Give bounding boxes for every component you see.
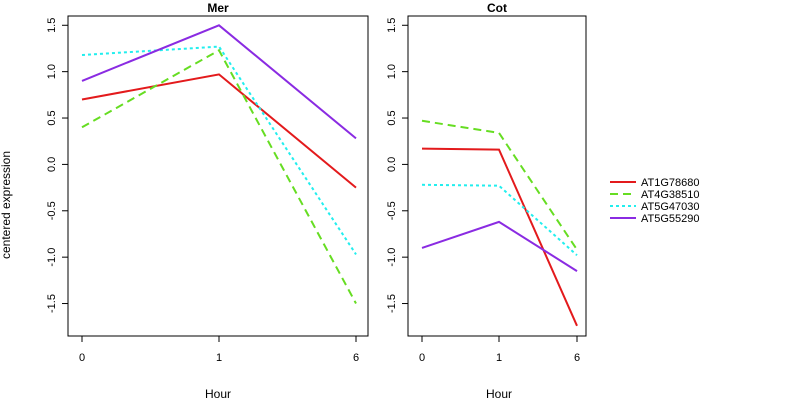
cot-y-tick-label: 0.5 [386, 110, 398, 125]
cot-title: Cot [487, 1, 507, 15]
mer-y-tick-label: 1.0 [46, 64, 58, 79]
legend-label: AT4G38510 [641, 189, 700, 201]
cot-x-tick-label: 1 [496, 352, 502, 364]
panel-cot: Cot Hour -1.5 -1.0 -0.5 0.0 0.5 1.0 1.5 0 1 6 [386, 1, 587, 400]
mer-line-at5g55290 [81, 24, 357, 140]
y-axis-title: centered expression [0, 151, 13, 259]
mer-y-tick-label: 0.0 [46, 157, 58, 172]
mer-ticks: -1.5 -1.0 -0.5 0.0 0.5 1.0 1.5 0 1 6 [46, 18, 359, 364]
mer-x-axis-title: Hour [205, 387, 231, 400]
mer-series-lines [81, 24, 357, 304]
mer-line-at4g38510 [81, 48, 357, 304]
mer-plot-frame [67, 15, 369, 337]
mer-y-tick-label: 0.5 [46, 110, 58, 125]
mer-line-at1g78680 [81, 73, 357, 189]
panel-mer: Mer Hour -1.5 -1.0 -0.5 0.0 0.5 1.0 1.5 0 1 6 [46, 1, 369, 400]
cot-x-tick-label: 0 [419, 352, 425, 364]
cot-y-tick-label: 0.0 [386, 157, 398, 172]
cot-y-tick-label: -1.5 [386, 294, 398, 313]
legend-label: AT5G55290 [641, 213, 700, 225]
cot-line-at5g47030 [421, 183, 578, 257]
mer-title: Mer [207, 1, 229, 15]
cot-line-at5g55290 [421, 220, 578, 272]
cot-y-tick-label: 1.0 [386, 64, 398, 79]
cot-ticks: -1.5 -1.0 -0.5 0.0 0.5 1.0 1.5 0 1 6 [386, 18, 580, 364]
mer-y-tick-label: 1.5 [46, 18, 58, 33]
cot-y-tick-label: -0.5 [386, 201, 398, 220]
cot-line-at1g78680 [421, 147, 578, 327]
cot-y-tick-label: 1.5 [386, 18, 398, 33]
cot-line-at4g38510 [421, 119, 578, 251]
mer-y-tick-label: -1.0 [46, 248, 58, 267]
mer-x-tick-label: 1 [216, 352, 222, 364]
cot-y-tick-label: -1.0 [386, 248, 398, 267]
cot-x-tick-label: 6 [574, 352, 580, 364]
cot-x-axis-title: Hour [486, 387, 512, 400]
legend-label: AT5G47030 [641, 201, 700, 213]
mer-x-tick-label: 6 [353, 352, 359, 364]
mer-line-at5g47030 [81, 45, 357, 255]
cot-plot-frame [407, 15, 587, 337]
mer-y-tick-label: -0.5 [46, 201, 58, 220]
cot-series-lines [421, 119, 578, 327]
mer-x-tick-label: 0 [79, 352, 85, 364]
legend-label: AT1G78680 [641, 177, 700, 189]
mer-y-tick-label: -1.5 [46, 294, 58, 313]
